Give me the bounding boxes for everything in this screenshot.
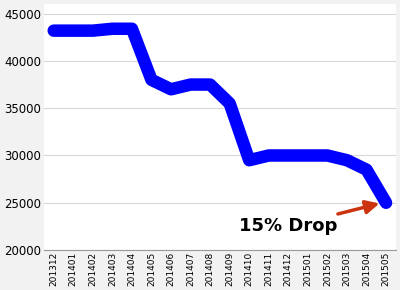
Text: 15% Drop: 15% Drop — [240, 202, 376, 235]
